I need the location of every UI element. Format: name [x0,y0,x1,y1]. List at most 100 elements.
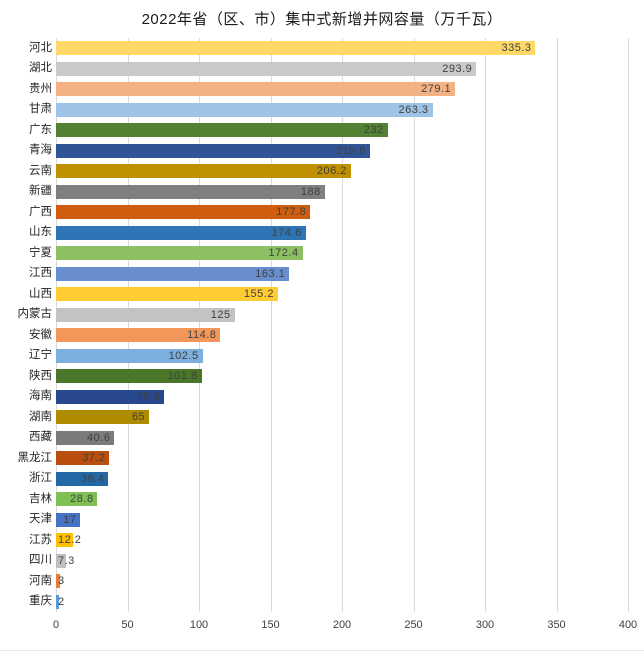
bar-value-label: 279.1 [421,83,452,96]
plot-area: 335.3 293.9 279.1 263.3 232 219.6 206.2 188 177.… [56,38,629,612]
bar [56,533,74,548]
bar [56,41,536,56]
x-axis-tick-label: 100 [189,619,209,631]
x-axis-tick-label: 0 [52,619,60,631]
bar-row: 279.1 [56,82,628,97]
gridline [342,38,343,612]
category-label: 浙江 [29,472,52,484]
bar-value-label: 232 [363,124,384,137]
bar-row: 206.2 [56,164,628,179]
bar-value-label: 2 [58,595,65,608]
bar-row: 2 [56,594,628,609]
gridline [199,38,200,612]
bar-row: 293.9 [56,61,628,76]
category-label: 江苏 [29,533,52,546]
category-label: 广东 [29,123,52,136]
x-axis-tick-label: 50 [121,619,134,631]
bar-row: 125 [56,307,628,322]
bar-value-label: 12.2 [58,534,82,547]
bar-row: 219.6 [56,143,628,158]
bar-row: 263.3 [56,102,628,117]
bar [56,143,371,158]
bar-value-label: 172.4 [268,247,299,260]
bar-value-label: 206.2 [316,165,347,178]
bar-row: 36.4 [56,471,628,486]
category-label: 山西 [29,287,52,300]
bar-value-label: 37.2 [82,452,106,465]
bar-value-label: 114.8 [187,329,217,342]
category-label: 天津 [29,513,52,525]
category-label: 新疆 [29,185,52,197]
bar [56,430,115,445]
category-label: 重庆 [29,595,52,607]
bar [56,164,351,179]
bar-row: 101.8 [56,369,628,384]
x-axis-tick-label: 250 [404,619,423,631]
bar-row: 75.3 [56,389,628,404]
bar-row: 17 [56,512,628,527]
category-label: 陕西 [29,369,52,382]
x-axis-tick-label: 400 [618,619,638,631]
bar-value-label: 17 [63,513,77,526]
bar-row: 335.3 [56,41,628,56]
category-label: 青海 [29,144,52,156]
bar [56,410,149,425]
bar [56,82,456,97]
bar [56,451,110,466]
category-label: 河南 [29,574,52,587]
bar [56,574,61,589]
bar-value-label: 101.8 [167,370,198,383]
bar-row: 65 [56,410,628,425]
bar-value-label: 65 [131,411,146,424]
category-label: 吉林 [29,492,52,505]
bar-value-label: 125 [210,308,231,321]
gridline [127,38,129,612]
gridline [270,38,272,612]
x-axis-tick-label: 350 [547,619,566,631]
bar-row: 177.8 [56,205,628,220]
bar [56,389,164,404]
bar-value-label: 219.6 [336,144,367,157]
category-label: 湖北 [29,62,52,74]
category-label: 云南 [29,164,52,177]
category-label: 江西 [29,267,52,279]
bar [56,123,388,138]
gridline [485,38,486,612]
category-label: 安徽 [29,328,52,341]
category-label: 贵州 [29,82,52,95]
bar-value-label: 75.3 [136,390,161,403]
chart-title: 2022年省（区、市）集中式新增并网容量（万千瓦） [141,11,503,28]
gridline [413,38,415,612]
bar-value-label: 177.8 [276,206,307,219]
category-label: 内蒙古 [17,308,53,320]
bar-value-label: 163.1 [255,267,286,280]
bar-value-label: 28.8 [70,493,94,506]
gridline [56,38,57,612]
bar [56,61,477,76]
gridline [628,38,629,612]
bar-row: 3 [56,574,628,589]
x-axis-tick-label: 300 [475,619,495,631]
bar-value-label: 7.3 [58,554,75,567]
bar-row: 114.8 [56,328,628,343]
category-label: 黑龙江 [17,451,53,464]
bar [56,287,278,302]
bar-row: 28.8 [56,492,628,507]
bar-row: 40.6 [56,430,628,445]
bar [56,369,202,384]
bar [56,328,221,343]
category-label: 四川 [29,554,52,566]
bar-row: 163.1 [56,266,628,281]
category-label: 辽宁 [29,349,52,361]
bar-row: 155.2 [56,287,628,302]
bar [56,471,109,486]
x-axis-tick-label: 150 [261,619,280,631]
bar-row: 102.5 [56,348,628,363]
bar-value-label: 40.6 [87,431,111,444]
bar-value-label: 102.5 [168,349,199,362]
category-label: 广西 [29,205,52,218]
bar-value-label: 3 [58,575,65,588]
bar-value-label: 335.3 [501,42,532,55]
bar [56,184,325,199]
bar-value-label: 263.3 [398,103,429,116]
